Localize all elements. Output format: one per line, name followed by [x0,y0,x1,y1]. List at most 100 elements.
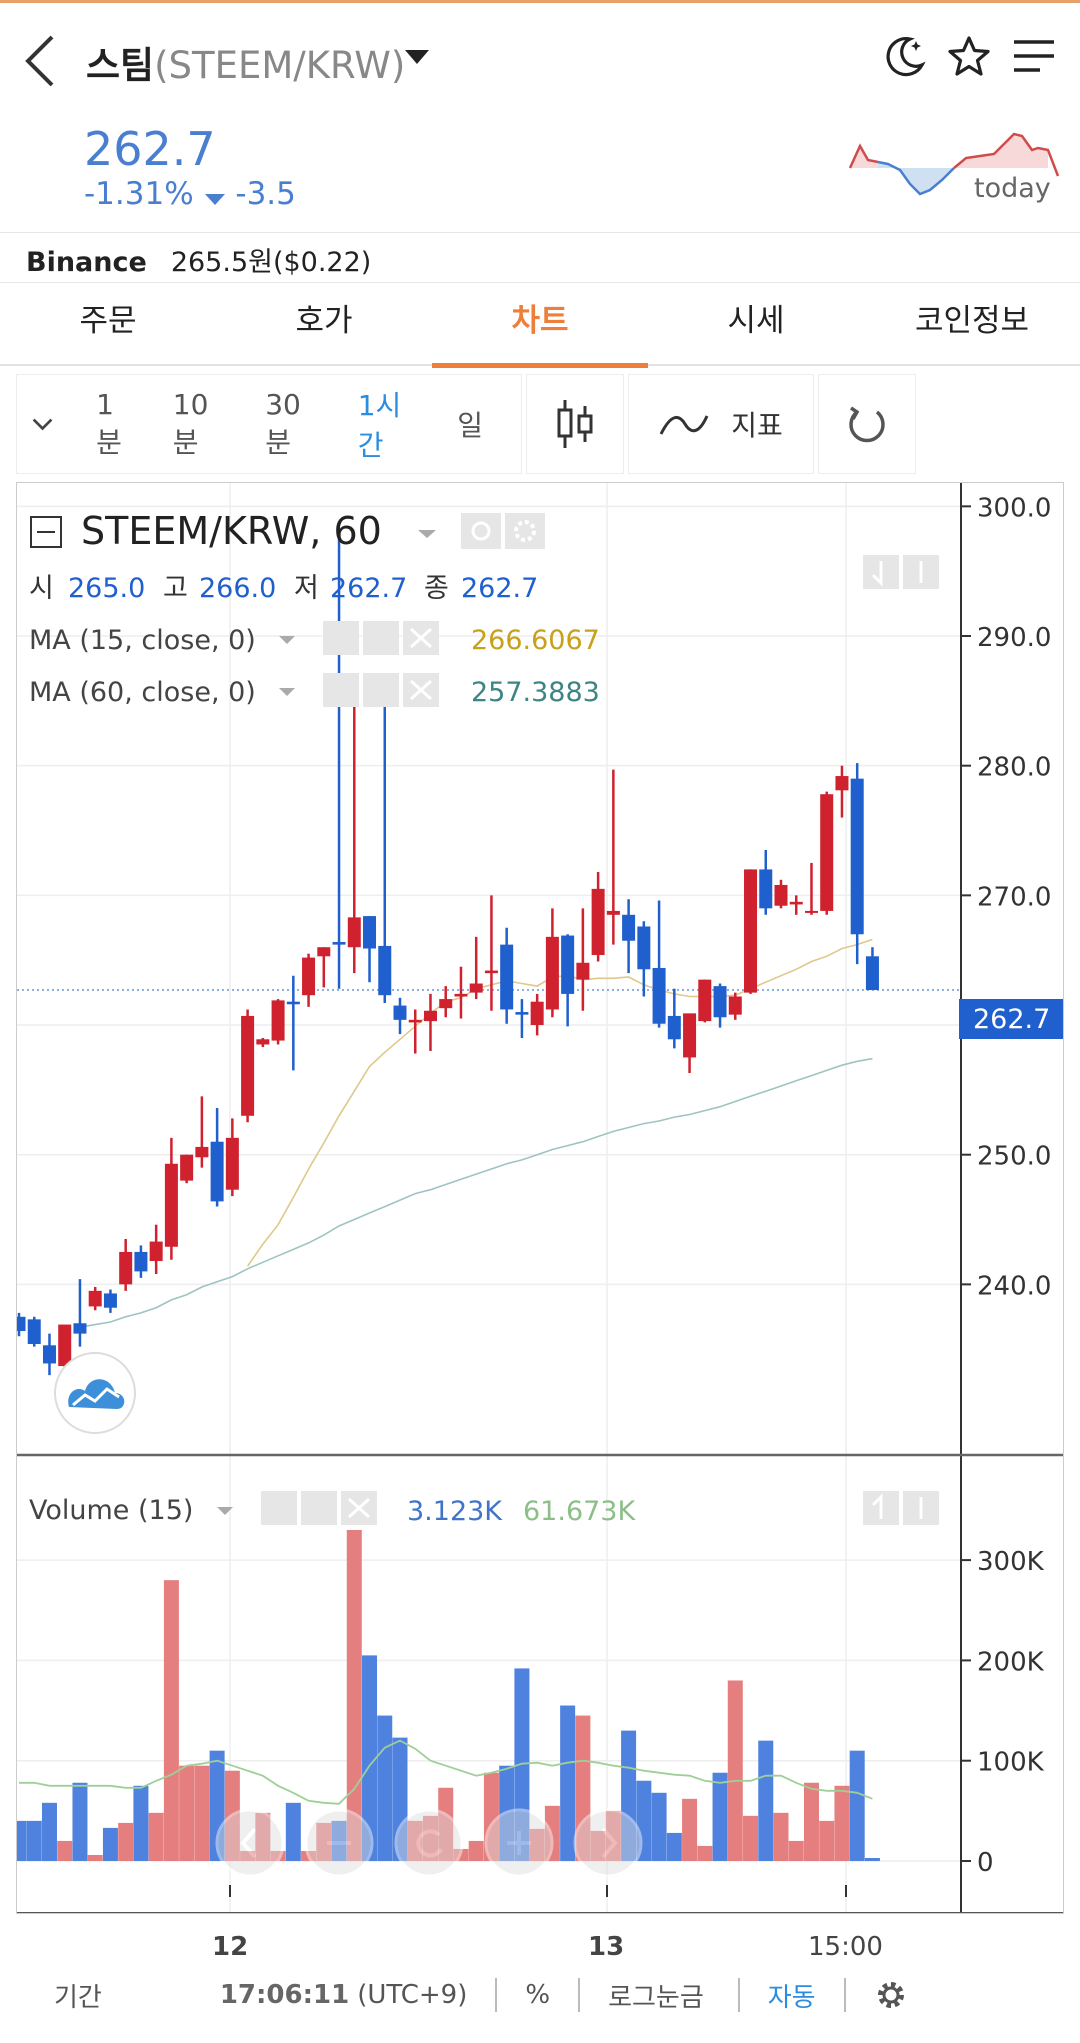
volume-bar [636,1780,652,1861]
volume-bar [57,1840,73,1861]
gear-icon[interactable] [363,621,399,655]
settings-gear-icon[interactable] [874,1978,908,2012]
nav-controls [215,1808,643,1878]
candle-body [530,1001,544,1026]
zoom-out-button[interactable] [304,1808,374,1878]
tab-orderbook[interactable]: 호가 [295,303,353,339]
gear-icon[interactable] [363,673,399,707]
timeframe-day[interactable]: 일 [457,409,484,442]
candle-body [759,869,773,909]
timezone[interactable]: (UTC+9) [357,1980,468,2010]
timeframe-10m[interactable]: 10분 [172,387,209,459]
volume-legend: Volume (15) 3.123K 61.673K [29,1491,939,1527]
back-arrow-icon[interactable] [22,33,56,89]
x-tick-label: 13 [588,1932,625,1962]
candle-body [88,1290,102,1307]
chart-type-button[interactable] [526,374,624,474]
gear-icon[interactable] [505,513,545,549]
change-percent: -1.31% [84,176,194,212]
candle-body [317,947,331,957]
today-sparkline[interactable]: today [848,122,1062,208]
volume-bar [560,1705,576,1861]
scroll-left-button[interactable] [215,1808,285,1878]
volume-bar [41,1802,57,1861]
volume-bar [758,1740,774,1861]
indicator-button[interactable]: 지표 [628,374,814,474]
tab-chart[interactable]: 차트 [432,286,648,368]
volume-bar [179,1765,195,1861]
volume-bar [301,1850,317,1861]
timeframe-1m[interactable]: 1분 [96,387,122,459]
candle-body [393,1005,407,1020]
open-value: 265.0 [68,573,145,604]
candle-body [73,1323,87,1334]
last-price-tag: 262.7 [959,999,1063,1039]
volume-bars [17,1530,880,1861]
candle-body [271,1000,285,1041]
volume-bar [590,1830,606,1861]
coin-title[interactable]: 스팀(STEEM/KRW) [86,35,405,89]
chevron-down-icon[interactable] [31,416,54,432]
eye-icon[interactable] [461,513,501,549]
timeframe-30m[interactable]: 30분 [265,387,301,459]
y-tick-label: 250.0 [977,1142,1051,1172]
candle-body [713,986,727,1018]
eye-icon[interactable] [261,1491,297,1525]
percent-toggle[interactable]: % [525,1980,551,2010]
candle-body [728,996,742,1015]
range-button[interactable]: 기간 [54,1982,102,2013]
x-tick-label: 12 [212,1932,249,1962]
timeframe-1h[interactable]: 1시간 [357,389,402,462]
candle-body [210,1141,224,1202]
chart-logo[interactable] [54,1352,136,1434]
reset-zoom-button[interactable] [394,1808,464,1878]
volume-ma-path [19,1739,873,1805]
tab-order[interactable]: 주문 [79,303,137,339]
caret-icon[interactable] [418,530,436,538]
collapse-icon[interactable] [30,516,62,548]
tab-coin-info[interactable]: 코인정보 [914,303,1030,339]
down-triangle-icon [204,194,225,205]
gear-icon[interactable] [301,1491,337,1525]
volume-bar [72,1782,88,1861]
zoom-in-button[interactable] [484,1808,554,1878]
volume-bar [346,1530,362,1861]
divider [843,1978,846,2012]
candle-body [683,1013,697,1058]
volume-bar [255,1812,271,1861]
moon-icon[interactable] [884,35,926,77]
star-icon[interactable] [948,35,990,77]
eye-icon[interactable] [323,673,359,707]
y-tick-label: 290.0 [977,623,1051,653]
volume-bar [544,1805,560,1861]
volume-value: 3.123K [407,1496,503,1527]
candle-body [408,1019,422,1023]
volume-bar [834,1785,850,1861]
volume-bar [819,1820,835,1861]
eye-icon[interactable] [323,621,359,655]
volume-bar [133,1785,149,1861]
price-chart[interactable]: 300.0290.0280.0270.0260.0250.0240.0300K2… [17,483,1064,1914]
menu-icon[interactable] [1012,37,1056,75]
candlestick-icon [557,400,593,448]
exchange-name: Binance [26,247,147,278]
scroll-right-button[interactable] [573,1808,643,1878]
dropdown-caret-icon[interactable] [404,49,430,65]
log-scale-toggle[interactable]: 로그눈금 [608,1982,704,2013]
divider [737,1978,740,2012]
candle-body [119,1251,133,1285]
chart-panel[interactable]: 300.0290.0280.0270.0260.0250.0240.0300K2… [16,482,1064,1914]
tab-market[interactable]: 시세 [727,303,785,339]
auto-scale-toggle[interactable]: 자동 [767,1982,816,2013]
volume-bar [270,1850,286,1861]
volume-bar [514,1668,530,1861]
timeframe-toolbar: 1분 10분 30분 1시간 일 [16,374,522,474]
volume-bar [102,1827,118,1861]
volume-bar [362,1655,378,1861]
volume-bar [438,1787,454,1861]
candle-body [744,869,758,993]
candle-body [27,1319,41,1345]
clock: 17:06:11 [219,1980,350,2010]
refresh-icon [849,406,885,443]
reset-button[interactable] [818,374,916,474]
